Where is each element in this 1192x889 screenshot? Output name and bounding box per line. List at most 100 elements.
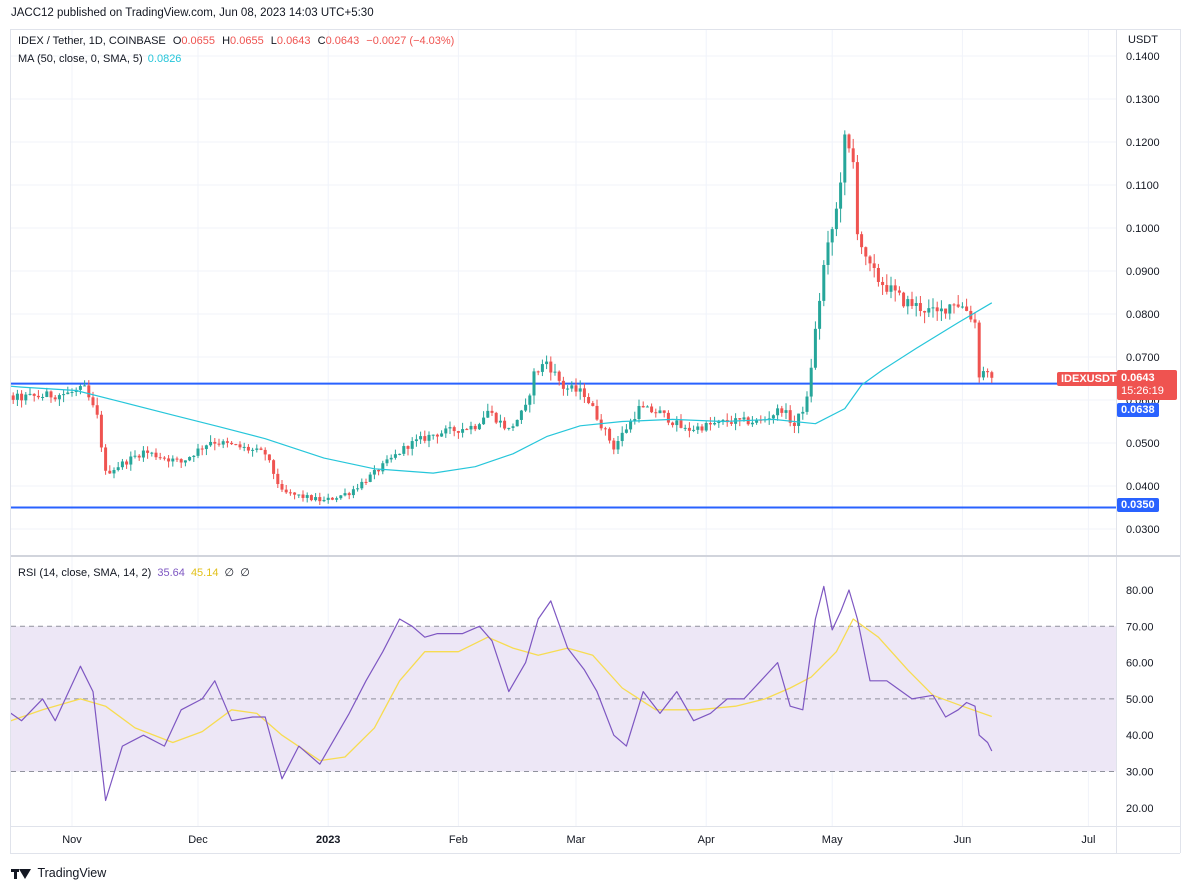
price-tick-label: 0.0800 <box>1126 309 1160 321</box>
candle-up <box>322 496 326 503</box>
candle-body <box>87 385 91 398</box>
last-price-value: 0.0643 <box>1121 372 1155 384</box>
candle-body <box>406 446 410 449</box>
candle-body <box>603 428 607 430</box>
candle-up <box>150 451 154 457</box>
candle-body <box>897 290 901 293</box>
candle-down <box>860 231 864 255</box>
ma-legend: MA (50, close, 0, SMA, 5) 0.0826 <box>18 53 181 65</box>
symbol-legend: IDEX / Tether, 1D, COINBASE O0.0655 H0.0… <box>18 35 454 47</box>
candle-body <box>784 410 788 413</box>
top-border <box>10 29 1180 30</box>
candle-body <box>553 371 557 373</box>
candle-up <box>255 444 259 453</box>
candle-down <box>582 383 586 403</box>
candle-body <box>771 415 775 419</box>
time-tick-label: Nov <box>62 834 82 846</box>
candle-body <box>62 394 66 396</box>
tradingview-logo[interactable]: TradingView <box>11 864 106 880</box>
candle-body <box>477 424 481 430</box>
candle-body <box>339 495 343 499</box>
candle-body <box>885 285 889 292</box>
candle-up <box>469 421 473 435</box>
price-axis-separator <box>1116 29 1117 853</box>
time-tick-label: Jun <box>954 834 972 846</box>
candle-up <box>834 202 838 237</box>
candle-body <box>20 393 24 401</box>
candle-up <box>704 421 708 432</box>
candle-up <box>204 444 208 456</box>
candle-body <box>952 304 956 306</box>
candle-up <box>511 423 515 432</box>
candle-body <box>595 405 599 420</box>
candle-up <box>578 380 582 400</box>
candle-body <box>750 422 754 425</box>
candle-down <box>574 378 578 397</box>
rsi-tick-label: 80.00 <box>1126 585 1154 597</box>
candle-body <box>881 281 885 286</box>
time-tick-label: 2023 <box>316 834 340 846</box>
time-tick-label: Mar <box>567 834 586 846</box>
candle-up <box>960 302 964 309</box>
candle-down <box>330 497 334 501</box>
candle-down <box>738 418 742 427</box>
candle-down <box>956 295 960 308</box>
candle-body <box>561 380 565 389</box>
candle-down <box>494 411 498 425</box>
candle-body <box>137 455 141 458</box>
candle-body <box>494 412 498 423</box>
candle-body <box>948 304 952 314</box>
candle-body <box>868 256 872 264</box>
candle-body <box>503 420 507 429</box>
candle-body <box>452 427 456 432</box>
candle-body <box>213 441 217 444</box>
candle-body <box>536 371 540 373</box>
candle-body <box>267 454 271 461</box>
candle-body <box>465 429 469 431</box>
candle-body <box>486 410 490 418</box>
candle-down <box>910 291 914 310</box>
candle-down <box>944 308 948 319</box>
candle-up <box>813 321 817 370</box>
rsi-tick-label: 70.00 <box>1126 621 1154 633</box>
candle-down <box>263 447 267 461</box>
candle-down <box>280 479 284 493</box>
candle-body <box>570 385 574 389</box>
candle-body <box>461 429 465 433</box>
candle-body <box>519 410 523 420</box>
candle-body <box>402 446 406 454</box>
rsi-ma-line <box>11 618 993 762</box>
candle-down <box>708 417 712 431</box>
rsi-legend-value: 35.64 <box>157 567 185 579</box>
candle-body <box>687 427 691 431</box>
candle-body <box>192 455 196 457</box>
candle-down <box>700 424 704 433</box>
candle-up <box>797 413 801 434</box>
candle-up <box>675 416 679 432</box>
symbol-tag: IDEXUSDT <box>1057 372 1121 386</box>
candle-body <box>637 405 641 420</box>
candle-body <box>620 432 624 442</box>
candle-up <box>448 421 452 435</box>
candle-down <box>612 437 616 455</box>
candle-down <box>53 395 57 402</box>
candle-up <box>620 426 624 447</box>
candle-up <box>981 366 985 381</box>
candle-up <box>171 455 175 467</box>
candle-body <box>713 422 717 425</box>
candle-up <box>326 493 330 504</box>
candle-down <box>923 310 927 324</box>
candle-body <box>977 322 981 378</box>
candle-down <box>234 443 238 446</box>
candle-up <box>305 492 309 503</box>
open-value: 0.0655 <box>181 35 216 47</box>
candle-body <box>700 426 704 431</box>
candle-body <box>154 452 158 458</box>
candle-body <box>129 456 133 465</box>
candle-body <box>364 481 368 483</box>
candle-body <box>822 264 826 301</box>
candle-body <box>368 474 372 482</box>
candle-body <box>217 443 221 445</box>
candle-body <box>906 299 910 307</box>
